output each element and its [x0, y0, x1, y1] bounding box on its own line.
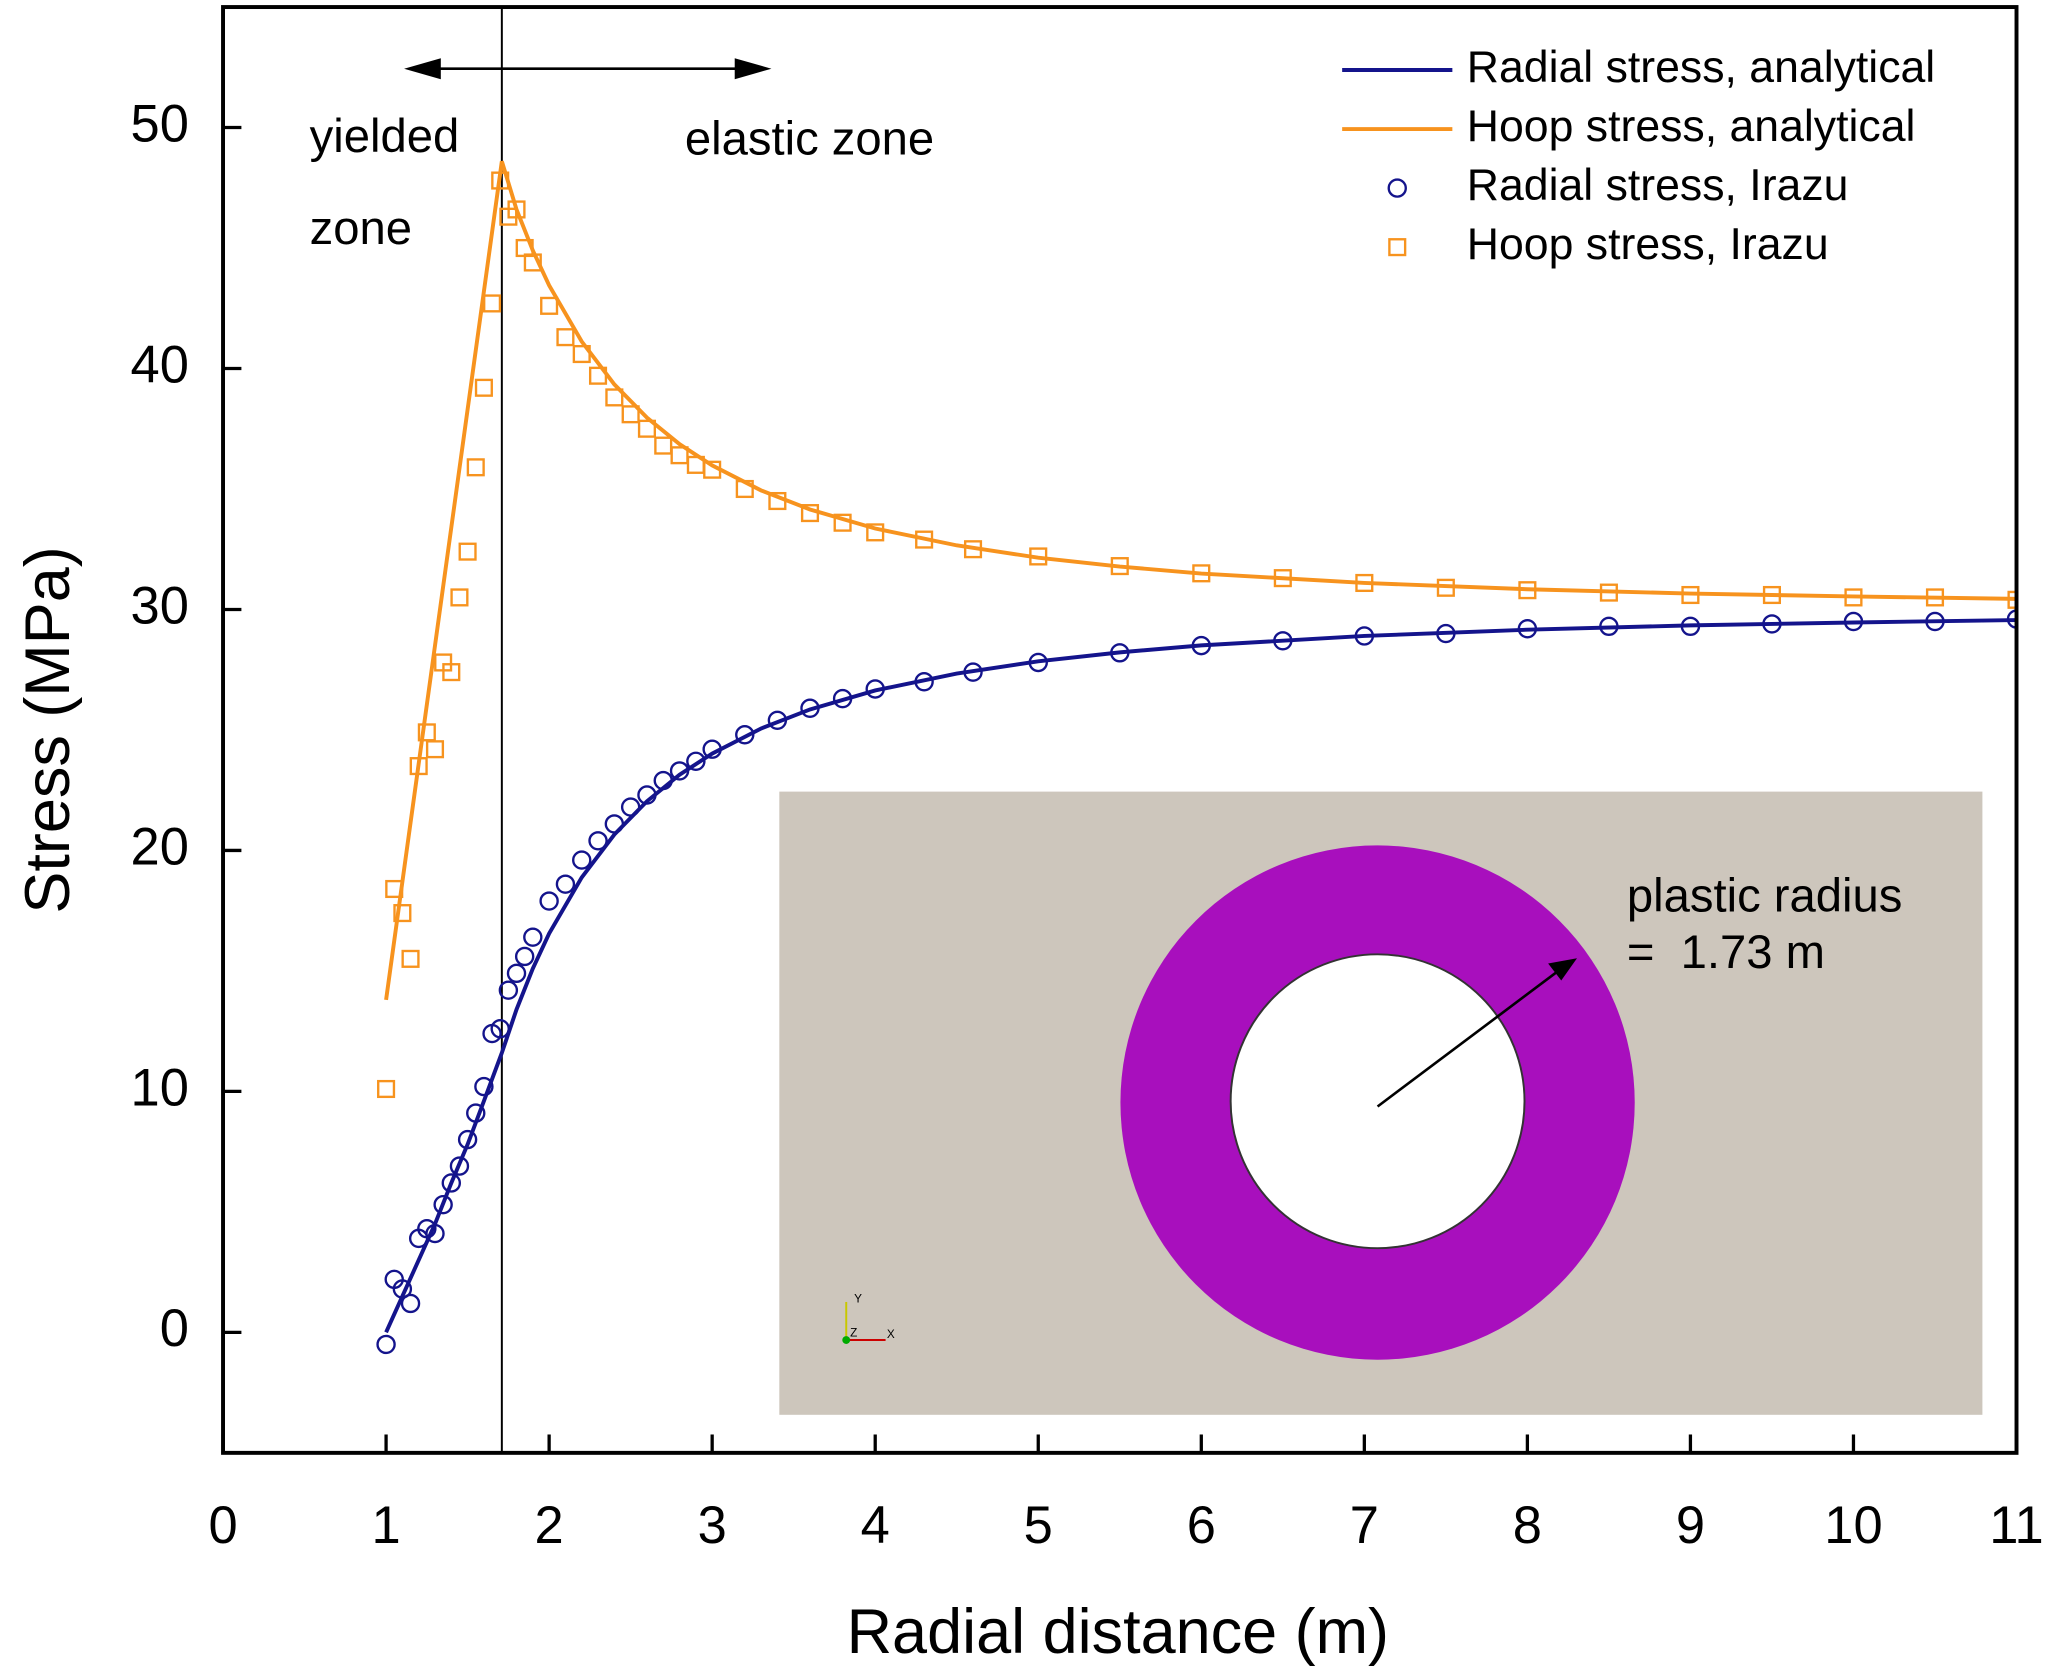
marker — [654, 436, 673, 455]
marker — [539, 891, 559, 911]
marker — [400, 1293, 421, 1314]
x-tick-label: 2 — [535, 1497, 564, 1555]
x-axis-label: Radial distance (m) — [847, 1597, 1389, 1667]
marker — [498, 980, 519, 1000]
x-tick-label: 9 — [1676, 1497, 1705, 1555]
x-tick-label: 8 — [1513, 1497, 1542, 1555]
legend-marker — [1388, 238, 1407, 257]
inset: Y X Z plastic radius = 1.73 m — [779, 791, 1983, 1415]
x-tick-label: 6 — [1187, 1497, 1216, 1555]
marker — [866, 523, 885, 542]
marker — [401, 949, 420, 968]
series-line — [384, 618, 2017, 1334]
legend-label: Hoop stress, Irazu — [1467, 220, 1829, 269]
arrow-head — [404, 58, 441, 80]
y-tick-label: 30 — [131, 577, 189, 635]
marker — [449, 1156, 470, 1176]
annotation: zone — [310, 202, 412, 255]
y-tick-label: 10 — [131, 1059, 189, 1117]
axis-origin — [842, 1336, 851, 1344]
marker — [686, 751, 706, 771]
y-axis-label: Stress (MPa) — [13, 546, 83, 913]
marker — [637, 419, 657, 438]
marker — [523, 927, 543, 947]
marker — [514, 946, 535, 967]
x-tick-label: 4 — [861, 1497, 890, 1555]
marker — [450, 588, 469, 607]
legend-label: Radial stress, Irazu — [1467, 161, 1849, 210]
legend-label: Hoop stress, analytical — [1467, 102, 1916, 151]
marker — [555, 874, 576, 894]
annotation: = 1.73 m — [1627, 926, 1825, 979]
annotation: yielded — [310, 110, 460, 163]
axis-label: Z — [850, 1326, 857, 1340]
marker — [474, 1076, 494, 1097]
marker — [506, 963, 527, 984]
marker — [425, 740, 445, 759]
x-tick-label: 1 — [371, 1497, 400, 1555]
x-tick-label: 11 — [1989, 1497, 2043, 1555]
marker — [377, 1079, 396, 1099]
y-tick-label: 20 — [131, 818, 189, 876]
opening — [1229, 953, 1526, 1250]
plot-frame — [221, 5, 2019, 1455]
marker — [588, 831, 608, 851]
plot-area — [376, 160, 2017, 1355]
marker — [572, 850, 592, 870]
x-tick-label: 3 — [698, 1497, 727, 1555]
marker — [483, 294, 502, 313]
x-tick-label: 0 — [208, 1497, 237, 1555]
x-tick-label: 5 — [1024, 1497, 1053, 1555]
y-tick-label: 0 — [160, 1300, 189, 1358]
marker — [507, 200, 526, 219]
annotation: plastic radius — [1627, 870, 1903, 923]
marker — [474, 378, 493, 397]
legend-marker — [1387, 178, 1407, 198]
marker — [621, 405, 640, 424]
marker — [540, 296, 559, 315]
y-tick-label: 50 — [131, 95, 189, 153]
marker — [605, 388, 624, 407]
marker — [735, 725, 755, 745]
axis-label: Y — [854, 1291, 862, 1305]
radius-arrow — [1376, 967, 1563, 1108]
axis-label: X — [887, 1327, 895, 1341]
annotation: elastic zone — [685, 113, 934, 166]
x-tick-label: 7 — [1350, 1497, 1379, 1555]
marker — [433, 1194, 453, 1215]
series-line — [384, 160, 2017, 1001]
marker — [670, 446, 689, 465]
marker — [393, 904, 412, 923]
x-tick-label: 10 — [1824, 1497, 1882, 1555]
legend-label: Radial stress, analytical — [1467, 43, 1935, 92]
marker — [466, 458, 485, 477]
marker — [556, 328, 575, 347]
marker — [376, 1334, 396, 1355]
marker — [441, 1173, 462, 1193]
arrow-head — [734, 58, 772, 80]
y-tick-label: 40 — [131, 336, 189, 394]
marker — [442, 663, 461, 682]
arrow-head — [1548, 958, 1577, 981]
marker — [458, 542, 477, 561]
